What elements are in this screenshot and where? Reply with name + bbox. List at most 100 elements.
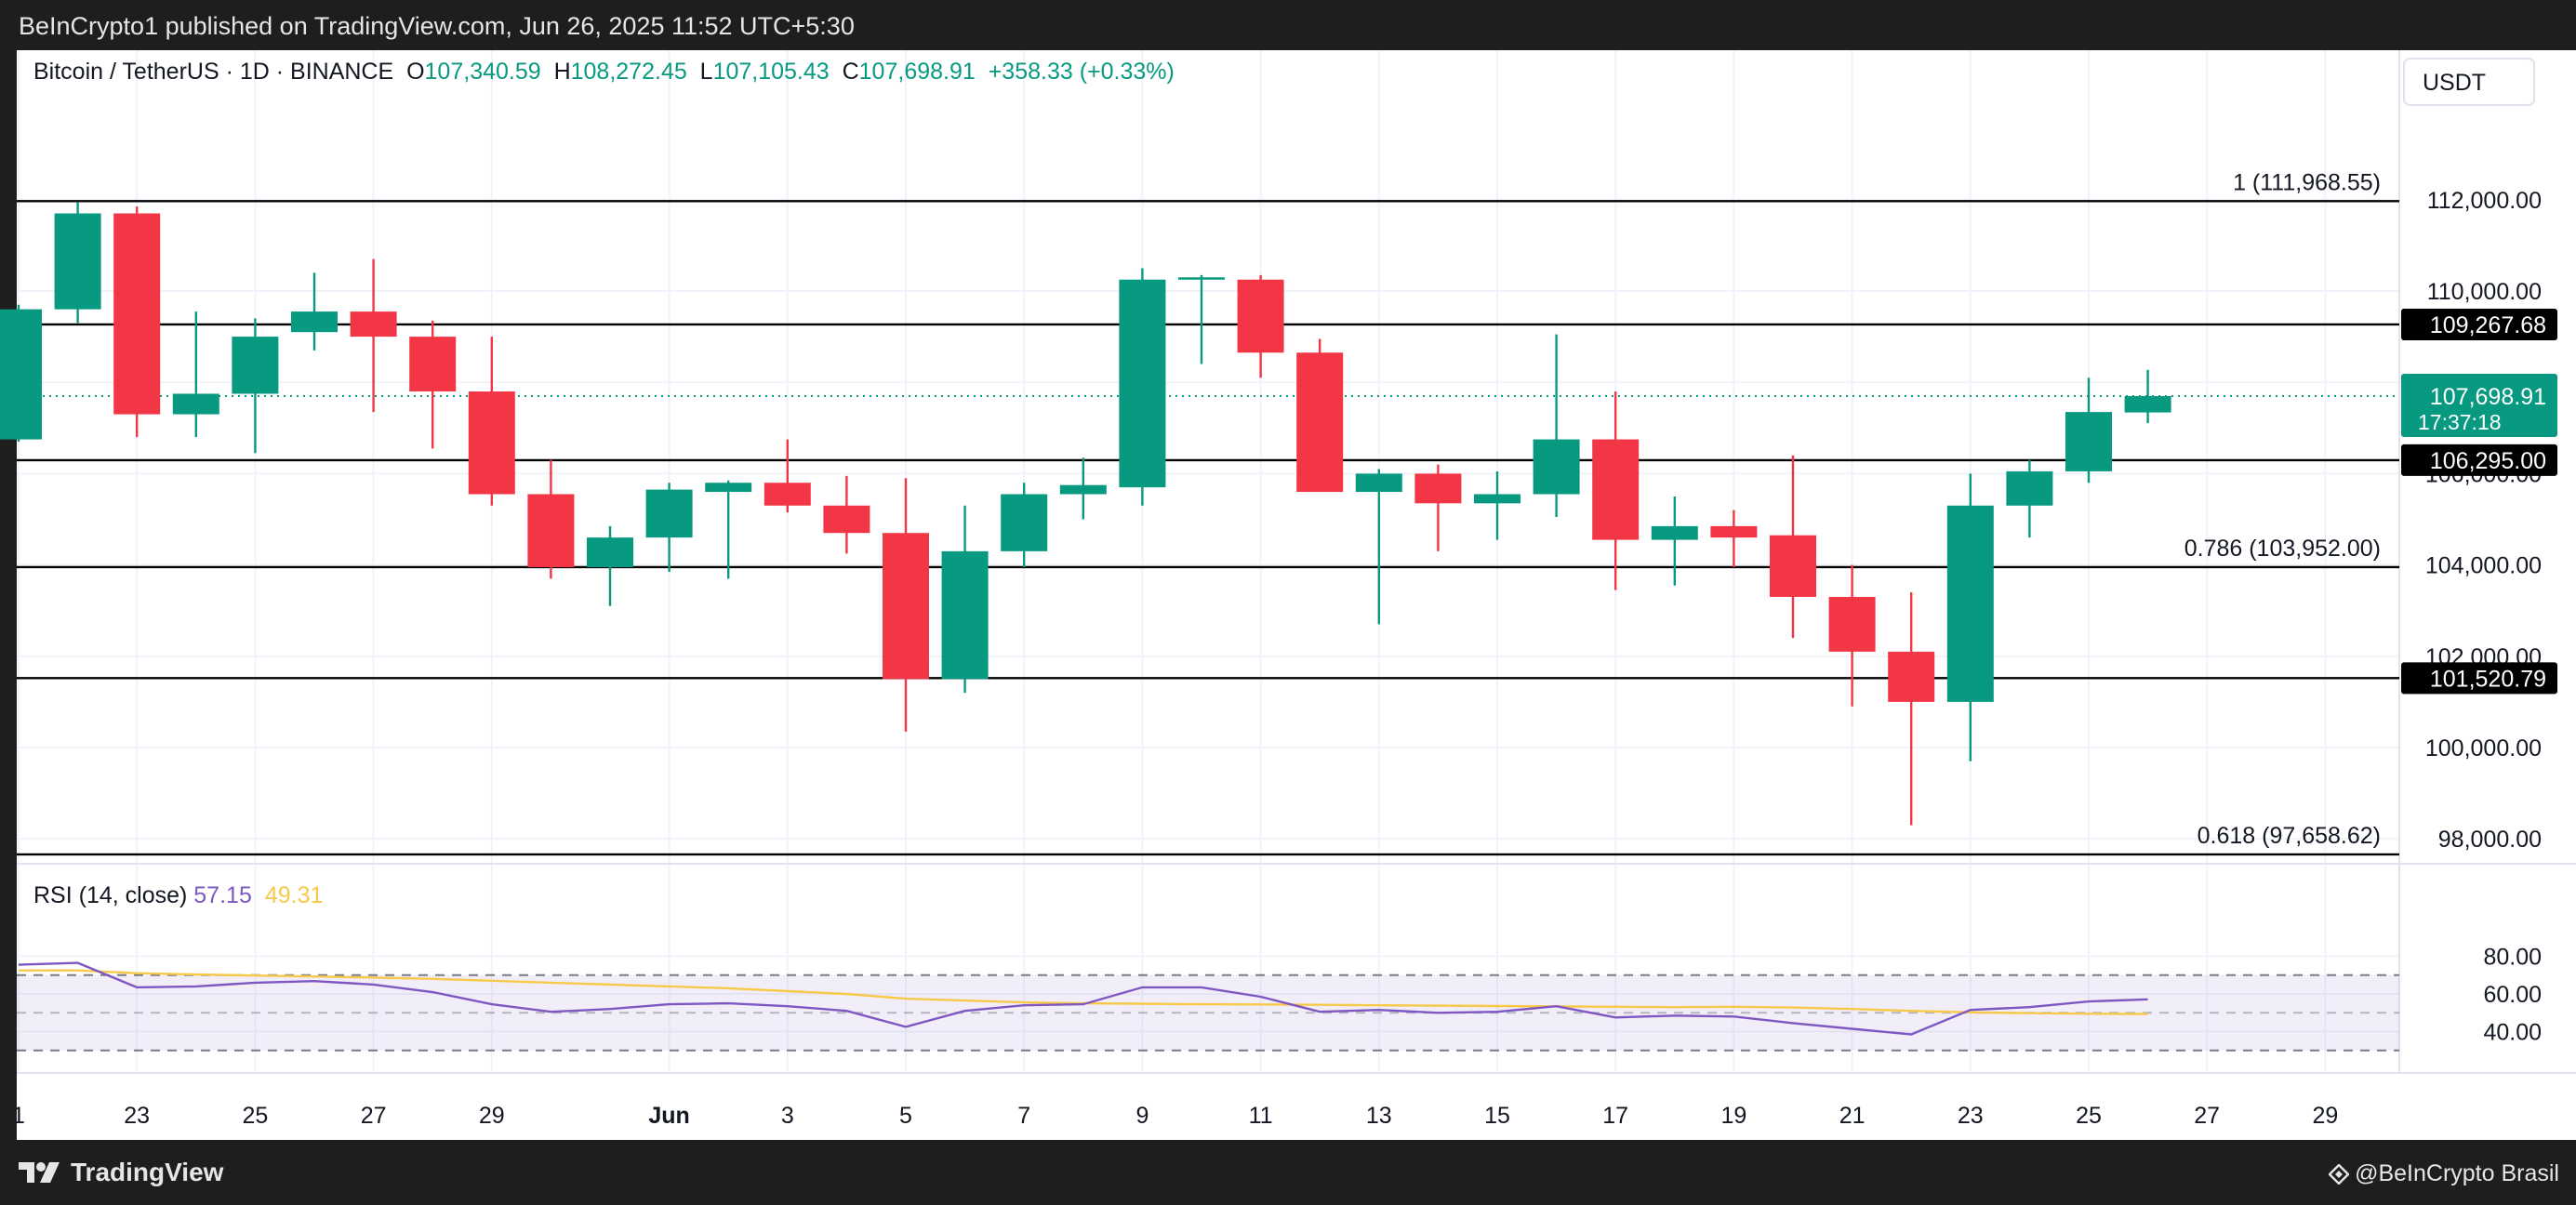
candle-body [468,391,515,495]
candle-body [1710,525,1758,538]
candle-body [113,213,161,415]
price-level-badge: 101,520.79 [2401,662,2557,695]
candle[interactable] [1710,510,1758,568]
candle[interactable] [172,311,219,438]
candle[interactable] [527,459,575,579]
candle[interactable] [409,320,457,449]
time-axis[interactable]: 1 23 25 27 29 Jun 3 5 7 9 11 13 15 17 19 21 23 25 27 29 [12,1103,2338,1129]
beincrypto-diamond-icon [2329,1163,2350,1185]
candle[interactable] [113,206,161,438]
candle[interactable] [1119,268,1166,506]
time-axis-label: 5 [899,1103,912,1129]
candle[interactable] [1474,470,1520,540]
last-price-badge-bg [2401,373,2557,437]
candle[interactable] [645,483,693,572]
candle-body [1001,494,1048,551]
price-axis-label: 98,000.00 [2438,827,2542,853]
time-axis-label: 11 [1249,1103,1273,1129]
watermark: @BeInCrypto Brasil [2329,1160,2559,1187]
rsi-axis-label: 40.00 [2483,1020,2542,1046]
candle[interactable] [1355,469,1402,625]
candle-body [941,550,989,680]
candle-body [645,489,693,538]
candle[interactable] [1414,464,1462,551]
candle-body [172,393,219,415]
legend-gap [687,59,700,85]
rsi-value: 57.15 [193,882,252,908]
rsi-pane: 40.00 60.00 80.00 [17,945,2542,1052]
candle[interactable] [0,304,42,443]
rsi-axis-label: 60.00 [2483,982,2542,1008]
candle[interactable] [350,258,397,413]
legend-gap [393,59,406,85]
candle[interactable] [468,337,515,506]
candle[interactable] [1296,338,1344,493]
time-axis-label: Jun [648,1103,689,1129]
tradingview-logo-icon [19,1162,60,1183]
candle-body [2006,470,2053,506]
time-axis-label: 29 [479,1103,505,1129]
candle[interactable] [1770,455,1816,639]
price-axis-label: 100,000.00 [2425,735,2542,761]
fib-level-label: 1 (111,968.55) [2233,169,2381,195]
candle-body [1059,484,1107,495]
candle[interactable] [2006,459,2053,538]
fib-levels: 1 (111,968.55) 0.786 (103,952.00) 0.618 (9… [17,169,2399,856]
candle-body [0,309,42,440]
candle[interactable] [941,505,989,694]
candle[interactable] [1888,592,1935,826]
candle-body [1946,505,1994,702]
rsi-legend-text: RSI (14, close) 57.15 49.31 [33,882,323,908]
time-axis-label: 7 [1017,1103,1030,1129]
candle-body [409,337,457,392]
candle-body [1651,525,1698,540]
candle-body [1474,494,1520,504]
time-axis-label: 9 [1135,1103,1149,1129]
candle[interactable] [232,318,279,454]
currency-button-bg [2403,58,2535,106]
candle[interactable] [1946,473,1994,761]
candle-body [1770,535,1816,597]
publisher-bar: BeInCrypto1 published on TradingView.com… [0,0,2576,50]
candle[interactable] [1828,564,1876,707]
candle[interactable] [1237,274,1284,378]
open-value: 107,340.59 [425,59,541,85]
price-chart[interactable]: 1 (111,968.55) 0.786 (103,952.00) 0.618 (9… [0,50,2576,1140]
candle-body [1888,651,1935,702]
candle[interactable] [823,475,870,554]
tradingview-logo[interactable]: TradingView [19,1157,223,1188]
candle-body [1178,277,1225,280]
fib-level-label: 0.786 (103,952.00) [2184,536,2381,562]
last-price-value: 107,698.91 [2430,384,2546,410]
time-axis-label: 1 [12,1103,25,1129]
candle[interactable] [2065,377,2112,483]
candle-body [1828,596,1876,652]
candle[interactable] [1178,274,1225,364]
price-level-badge: 106,295.00 [2401,444,2557,476]
candle[interactable] [764,439,811,513]
currency-button[interactable]: USDT [2403,58,2535,106]
candle[interactable] [883,478,929,732]
candle-body [527,494,575,568]
candle[interactable] [1059,457,1107,520]
candle[interactable] [705,480,752,579]
candle-body [2124,395,2171,413]
candle[interactable] [2124,369,2171,424]
candle[interactable] [1001,483,1048,568]
time-axis-label: 15 [1484,1103,1510,1129]
high-label: H [554,59,571,85]
rsi-line [18,961,2148,1036]
time-axis-label: 23 [1958,1103,1984,1129]
candle[interactable] [587,525,633,606]
candle[interactable] [291,272,338,351]
bar-countdown: 17:37:18 [2418,410,2502,434]
candle[interactable] [1651,496,1698,586]
candle-body [883,533,929,680]
candle[interactable] [1533,334,1580,518]
candle[interactable] [1592,391,1640,590]
time-axis-label: 3 [781,1103,794,1129]
candle-body [1414,473,1462,504]
vertical-grid [17,50,2399,1073]
candle[interactable] [54,202,101,324]
